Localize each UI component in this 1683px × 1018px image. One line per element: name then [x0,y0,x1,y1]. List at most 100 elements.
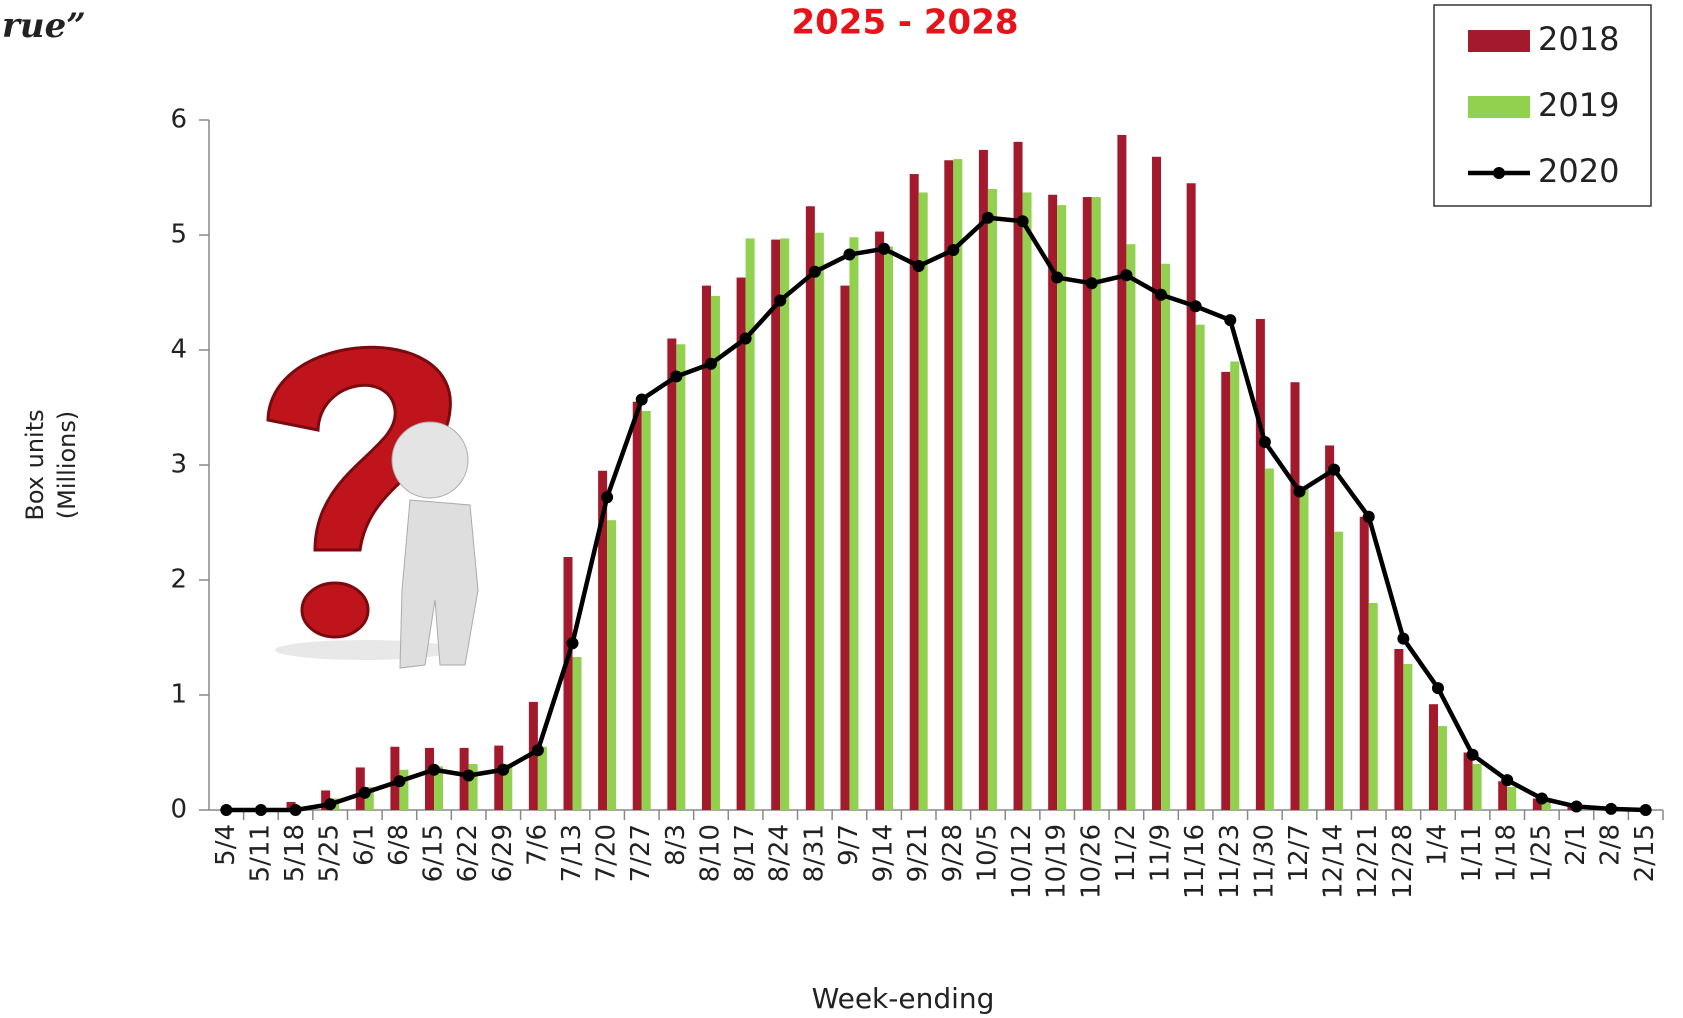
x-tick-label: 9/14 [869,824,899,882]
y-axis-label-line: (Millions) [53,411,81,520]
marker [220,804,233,816]
illustration [266,345,479,669]
x-tick-label: 1/4 [1422,824,1452,866]
marker [878,242,891,255]
legend-label: 2019 [1538,86,1619,124]
marker [1466,748,1479,761]
x-tick-label: 12/28 [1388,824,1418,899]
marker [289,804,302,816]
marker [1224,314,1237,327]
bar [1152,156,1162,811]
x-tick-label: 9/28 [938,824,968,882]
bar [1255,318,1265,810]
marker [566,637,579,650]
marker [393,775,406,788]
bar [1264,468,1274,810]
bar [1403,663,1413,810]
marker [1293,485,1306,498]
bar [425,747,435,810]
marker [774,294,787,307]
x-tick-label: 12/21 [1353,824,1383,899]
marker [1605,802,1618,815]
marker [1639,804,1652,816]
marker [1085,277,1098,290]
bar [1299,488,1309,810]
x-tick-label: 7/13 [557,824,587,882]
x-tick-label: 6/1 [349,824,379,866]
figure-body [399,499,479,669]
bar [537,746,547,810]
marker [947,243,960,256]
bar [1428,704,1438,810]
bar [1230,361,1240,810]
x-tick-label: 5/11 [245,824,275,882]
bar [875,231,885,811]
bar [953,159,963,811]
x-tick-label: 2/1 [1561,824,1591,866]
bar [978,149,988,810]
question-dot [300,581,370,639]
bar [736,277,746,810]
marker [1258,436,1271,448]
y-tick-label: 3 [170,450,187,480]
marker [808,265,821,278]
x-tick-label: 11/9 [1146,824,1176,882]
x-tick-label: 5/18 [280,824,310,882]
bar [399,769,409,810]
y-tick-label: 0 [170,795,187,825]
x-tick-label: 12/7 [1284,824,1314,882]
y-tick-label: 4 [170,335,187,365]
x-tick-label: 7/6 [522,824,552,866]
x-tick-label: 9/21 [903,824,933,882]
x-tick-label: 9/7 [834,824,864,866]
bar [1091,197,1101,811]
marker [1570,800,1583,813]
bar [771,239,781,811]
y-tick-label: 6 [170,105,187,135]
x-tick-label: 8/24 [765,824,795,882]
x-tick-label: 6/22 [453,824,483,882]
bar [641,410,651,810]
bar [494,745,504,810]
x-tick-label: 2/8 [1596,824,1626,866]
bar [1498,781,1508,810]
marker [358,786,371,799]
marker [497,763,510,776]
figure-head [391,421,469,499]
marker [981,211,994,224]
bar [632,401,642,810]
bar [1437,726,1447,810]
x-tick-label: 8/10 [695,824,725,882]
bar [987,189,997,810]
bar [321,790,331,810]
bar [1325,445,1335,810]
bar [1161,263,1171,810]
marker [670,370,683,383]
bar [884,246,894,810]
bar [1541,800,1551,810]
y-tick-label: 2 [170,565,187,595]
bar [607,520,617,810]
marker [1362,510,1375,523]
marker [1501,774,1514,787]
bar [598,470,608,810]
chart-title: 2025 - 2028 [791,3,1018,43]
y-tick-label: 5 [170,220,187,250]
bar [805,206,815,810]
marker [635,393,648,406]
bar [1057,205,1067,811]
bar [355,767,365,810]
x-tick-label: 2/15 [1630,824,1660,882]
marker [704,357,717,370]
x-tick-label: 6/29 [488,824,518,882]
bar [909,174,919,811]
marker [254,804,267,816]
marker [1328,463,1341,476]
bar [1334,531,1344,810]
bar [849,237,859,811]
bar [918,192,928,810]
y-axis-label-line: Box units [21,409,49,520]
bar [1221,371,1231,810]
marker [1535,792,1548,805]
